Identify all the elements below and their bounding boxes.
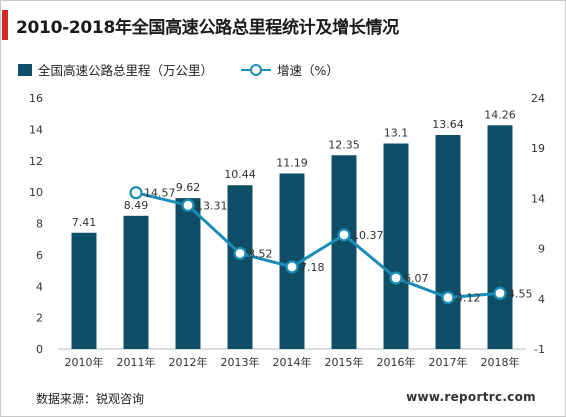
bar-value-label: 14.26 xyxy=(484,108,516,121)
right-axis-tick-label: 24 xyxy=(531,92,545,105)
x-axis-tick-label: 2014年 xyxy=(273,355,312,369)
growth-value-label: 8.52 xyxy=(248,247,273,260)
left-axis-tick-label: 6 xyxy=(36,249,43,262)
growth-marker xyxy=(285,260,299,274)
bar xyxy=(175,198,201,349)
x-axis-tick-label: 2011年 xyxy=(117,355,156,369)
growth-marker xyxy=(129,186,143,200)
x-axis-tick-label: 2016年 xyxy=(377,355,416,369)
growth-value-label: 4.12 xyxy=(456,292,481,305)
growth-value-label: 7.18 xyxy=(300,261,325,274)
growth-value-label: 10.37 xyxy=(352,229,384,242)
growth-marker xyxy=(493,286,507,300)
bar-value-label: 11.19 xyxy=(276,156,308,169)
bar xyxy=(227,185,253,349)
x-axis-tick-label: 2017年 xyxy=(429,355,468,369)
left-axis-tick-label: 12 xyxy=(29,155,43,168)
bar-value-label: 7.41 xyxy=(72,216,97,229)
legend: 全国高速公路总里程（万公里） 增速（%） xyxy=(18,60,339,79)
growth-value-label: 14.57 xyxy=(144,187,176,200)
bar-value-label: 13.1 xyxy=(384,126,409,139)
x-axis-tick-label: 2010年 xyxy=(65,355,104,369)
title-accent-bar xyxy=(2,10,8,40)
growth-marker xyxy=(337,228,351,242)
growth-marker xyxy=(441,290,455,305)
growth-marker xyxy=(233,246,247,261)
bar xyxy=(435,135,461,349)
bar-value-label: 10.44 xyxy=(224,168,256,181)
bar xyxy=(123,215,149,349)
growth-marker xyxy=(181,198,195,212)
x-axis-tick-label: 2013年 xyxy=(221,355,260,369)
growth-value-label: 13.31 xyxy=(196,199,228,212)
bar xyxy=(487,125,513,349)
bar-value-label: 13.64 xyxy=(432,118,464,131)
growth-value-label: 6.07 xyxy=(404,272,429,285)
chart-title: 2010-2018年全国高速公路总里程统计及增长情况 xyxy=(16,18,399,38)
x-axis-tick-label: 2012年 xyxy=(169,355,208,369)
left-axis-tick-label: 2 xyxy=(36,312,43,325)
growth-line xyxy=(135,191,501,300)
bar xyxy=(383,143,409,349)
left-axis-tick-label: 16 xyxy=(29,92,43,105)
left-axis-tick-label: 4 xyxy=(36,280,43,293)
left-axis-tick-label: 8 xyxy=(36,218,43,231)
left-axis-tick-label: 14 xyxy=(29,123,43,136)
bar-value-label: 12.35 xyxy=(328,138,360,151)
legend-line-swatch xyxy=(241,63,272,76)
bar-value-label: 9.62 xyxy=(176,181,201,194)
bar xyxy=(331,155,357,349)
bar-value-label: 8.49 xyxy=(124,199,149,212)
bar xyxy=(71,232,97,349)
right-axis-tick-label: 9 xyxy=(538,243,545,256)
growth-marker xyxy=(389,271,403,285)
growth-value-label: 4.55 xyxy=(508,287,533,300)
left-axis-tick-label: 0 xyxy=(36,343,43,356)
right-axis-tick-label: 14 xyxy=(531,192,545,205)
x-axis-tick-label: 2015年 xyxy=(325,355,364,369)
legend-bar-swatch xyxy=(18,63,32,76)
left-axis-tick-label: 10 xyxy=(29,186,43,199)
right-axis-tick-label: 4 xyxy=(538,293,545,306)
right-axis-tick-label: -1 xyxy=(534,343,545,356)
legend-bar-label: 全国高速公路总里程（万公里） xyxy=(38,63,214,78)
legend-line-label: 增速（%） xyxy=(277,63,339,78)
right-axis-tick-label: 19 xyxy=(531,142,545,155)
source-note: 数据来源：锐观咨询 xyxy=(36,392,145,406)
site-url: www.reportrc.com xyxy=(406,390,536,404)
x-axis-tick-label: 2018年 xyxy=(481,355,520,369)
